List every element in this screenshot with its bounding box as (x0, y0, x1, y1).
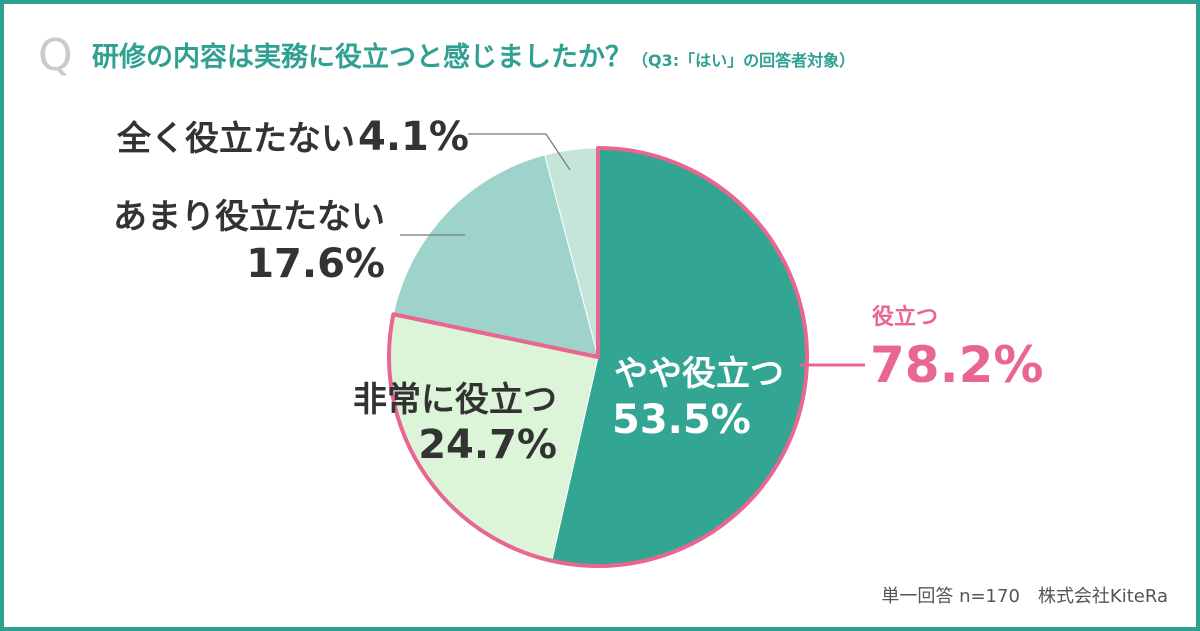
leader-line-zen (468, 133, 571, 171)
label-amari-name: あまり役立たない (113, 197, 385, 237)
footer-note: 単一回答 n=170 株式会社KiteRa (881, 586, 1168, 607)
label-yaya-name: やや役立つ (614, 354, 784, 394)
chart-title: 研修の内容は実務に役立つと感じましたか？（Q3:「はい」の回答者対象） (92, 42, 855, 74)
title-note: （Q3:「はい」の回答者対象） (632, 51, 856, 70)
question-mark: Q (38, 30, 73, 81)
label-yaya-value: 53.5% (612, 397, 751, 443)
highlight-outline (387, 146, 809, 568)
title-text: 研修の内容は実務に役立つと感じましたか？ (92, 42, 632, 73)
label-hijou-name: 非常に役立つ (353, 380, 557, 420)
pie-slice-3 (392, 154, 599, 358)
pie-slices (388, 147, 808, 567)
label-zen-name: 全く役立たない (116, 119, 355, 159)
label-highlight-value: 78.2% (870, 336, 1043, 394)
label-highlight-name: 役立つ (872, 304, 938, 330)
label-zen-value: 4.1% (358, 114, 469, 160)
label-amari-value: 17.6% (246, 241, 385, 287)
label-hijou-value: 24.7% (418, 422, 557, 468)
